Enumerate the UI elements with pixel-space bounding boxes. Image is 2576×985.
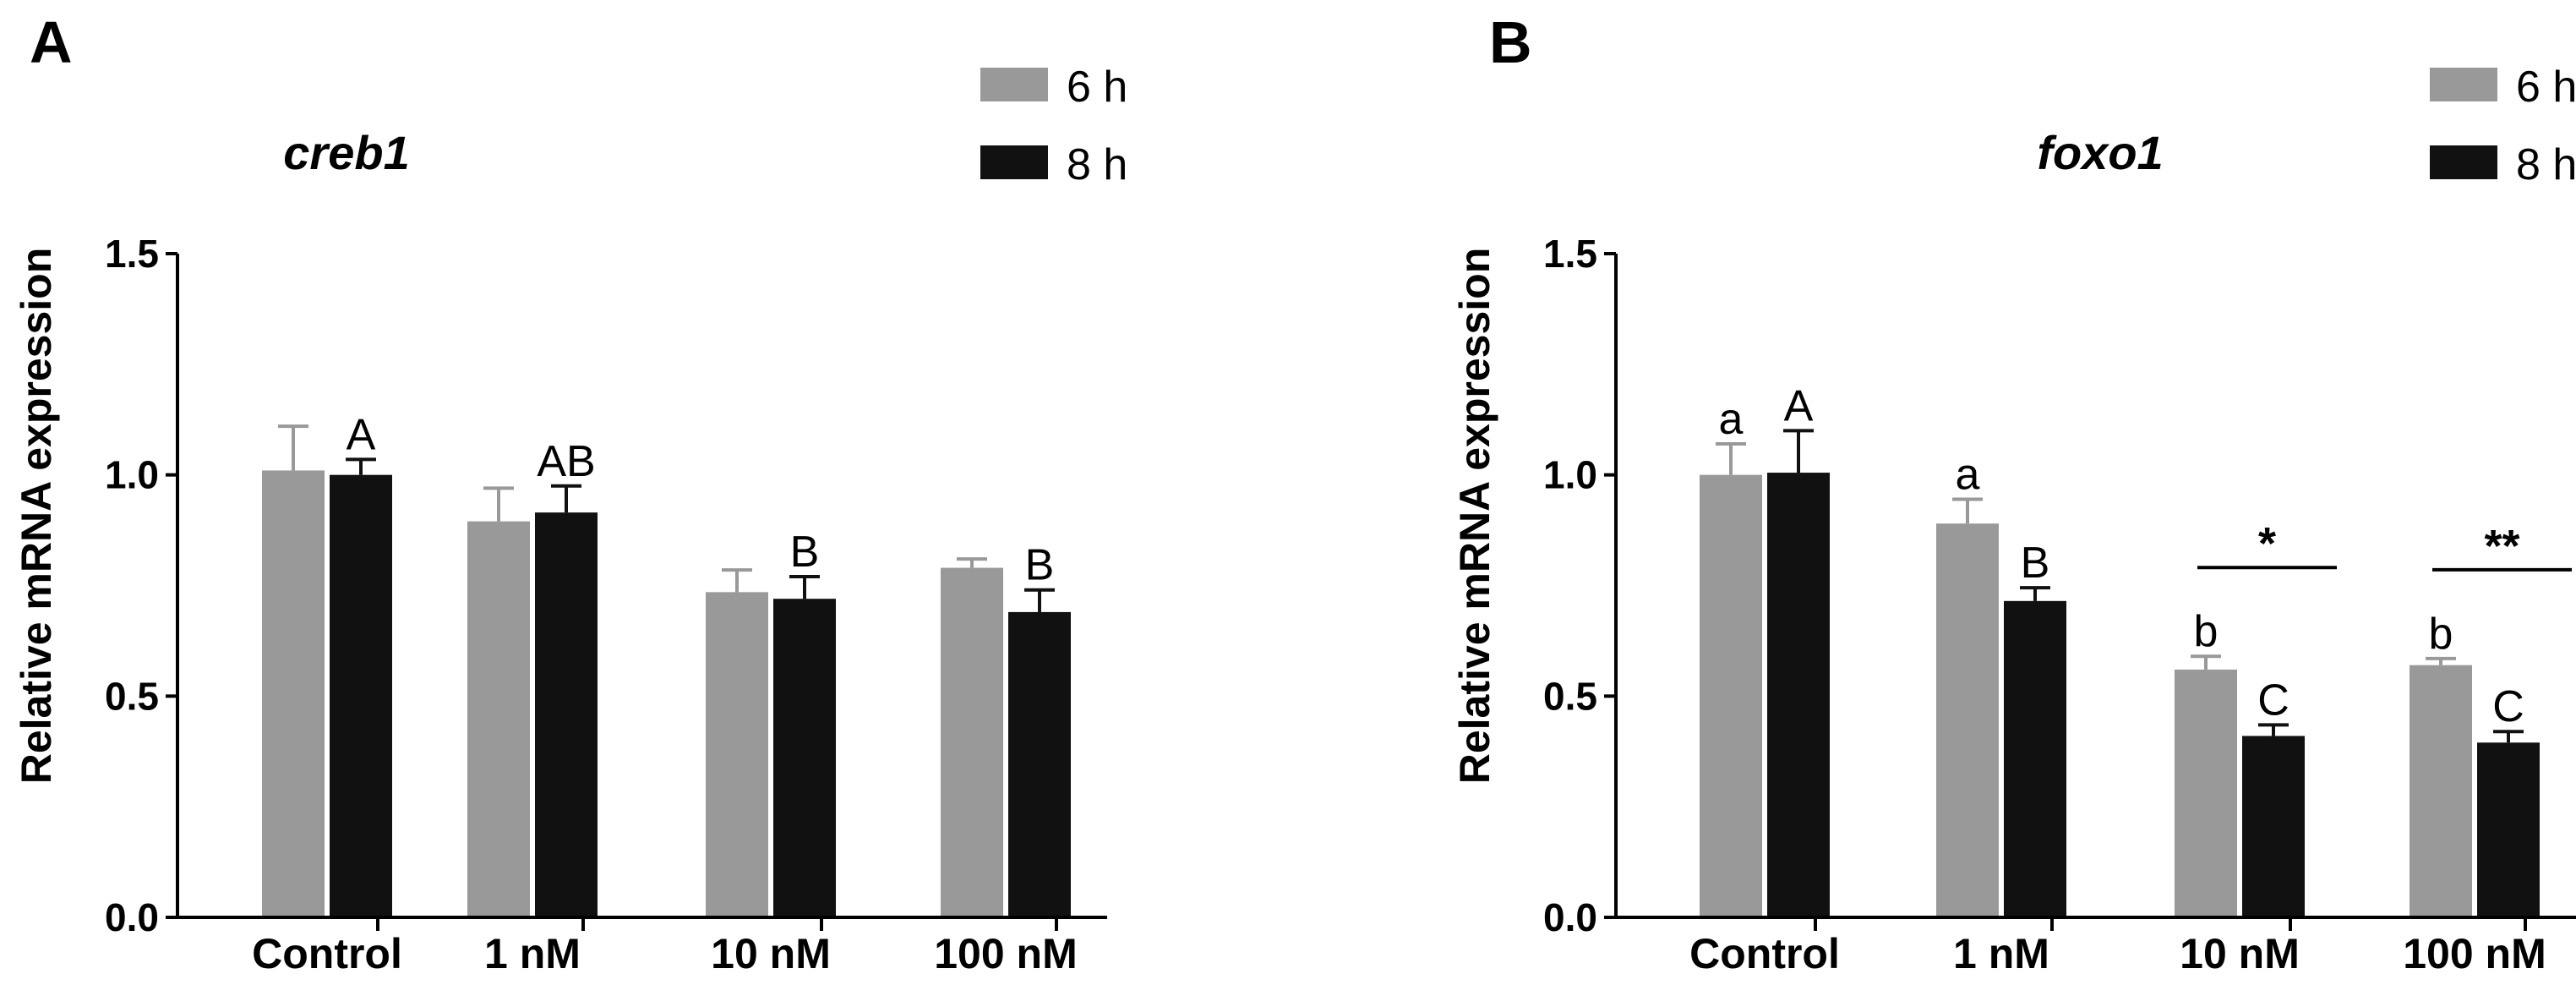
legend-label-6h: 6 h — [2516, 63, 2576, 112]
legend: 6 h 8 h — [980, 63, 1127, 189]
chart-title: creb1 — [283, 126, 409, 179]
bar-6h-1 — [1936, 523, 1999, 917]
significance-letter: B — [2021, 539, 2050, 588]
x-tick-label: Control — [252, 930, 402, 977]
x-tick-label: 10 nM — [2180, 930, 2300, 977]
x-tick-label: 1 nM — [1953, 930, 2049, 977]
bar-6h-0 — [1700, 474, 1762, 917]
significance-letter: C — [2257, 676, 2289, 725]
x-tick-label: 100 nM — [2403, 930, 2546, 977]
significance-letter: AB — [537, 437, 595, 486]
bar-8h-0 — [330, 474, 392, 917]
significance-letter: b — [2429, 610, 2453, 659]
panel-b: B foxo1 Relative mRNA expression 6 h 8 h… — [1451, 9, 2576, 977]
significance-star: * — [2258, 518, 2276, 569]
y-tick-label: 0.5 — [1543, 674, 1597, 718]
legend-label-6h: 6 h — [1067, 63, 1127, 112]
y-axis-label: Relative mRNA expression — [1451, 248, 1498, 785]
significance-letter: B — [1025, 541, 1055, 590]
x-tick-label: 100 nM — [934, 930, 1078, 977]
bar-8h-3 — [2477, 742, 2540, 917]
significance-letter: C — [2492, 682, 2524, 731]
y-tick-label: 1.0 — [1543, 453, 1597, 497]
bar-8h-0 — [1767, 473, 1830, 917]
y-tick-label: 1.5 — [1543, 232, 1597, 276]
bar-8h-2 — [773, 599, 836, 917]
bar-8h-3 — [1008, 611, 1071, 917]
bar-8h-1 — [2004, 600, 2066, 917]
bar-6h-3 — [941, 567, 1003, 917]
bar-6h-2 — [2175, 669, 2237, 917]
legend-label-8h: 8 h — [2516, 140, 2576, 189]
significance-letter: a — [1956, 450, 1980, 499]
bar-8h-2 — [2242, 736, 2305, 917]
legend-swatch-6h — [2430, 68, 2497, 101]
y-tick-label: 1.5 — [105, 232, 159, 276]
panel-letter: B — [1489, 9, 1532, 75]
y-tick-label: 1.0 — [105, 453, 159, 497]
legend: 6 h 8 h — [2430, 63, 2576, 189]
significance-star: ** — [2484, 521, 2519, 572]
legend-swatch-6h — [980, 68, 1048, 101]
x-tick-label: Control — [1689, 930, 1840, 977]
x-tick-label: 10 nM — [711, 930, 831, 977]
bar-8h-1 — [535, 512, 598, 917]
legend-swatch-8h — [2430, 145, 2497, 179]
panel-letter: A — [30, 9, 73, 75]
x-tick-label: 1 nM — [484, 930, 581, 977]
significance-letter: B — [790, 528, 820, 577]
significance-letter: b — [2194, 607, 2219, 656]
y-tick-label: 0.5 — [105, 674, 159, 718]
bar-6h-1 — [467, 521, 530, 917]
legend-swatch-8h — [980, 145, 1048, 179]
plot-area: A AB B B 0.0 0.5 1.0 1.5 Control 1 nM 10 nM 100 nM — [105, 232, 1107, 977]
bar-6h-2 — [706, 592, 768, 917]
significance-letter: A — [1784, 381, 1814, 430]
y-axis-label: Relative mRNA expression — [13, 248, 60, 785]
y-tick-label: 0.0 — [105, 895, 159, 939]
y-tick-label: 0.0 — [1543, 895, 1597, 939]
legend-label-8h: 8 h — [1067, 140, 1127, 189]
bar-6h-0 — [262, 470, 325, 917]
panel-a: A creb1 Relative mRNA expression 6 h 8 h… — [13, 9, 1127, 977]
chart-title: foxo1 — [2037, 126, 2163, 179]
significance-letter: a — [1719, 395, 1744, 444]
bar-6h-3 — [2410, 665, 2472, 917]
significance-letter: A — [347, 410, 376, 459]
